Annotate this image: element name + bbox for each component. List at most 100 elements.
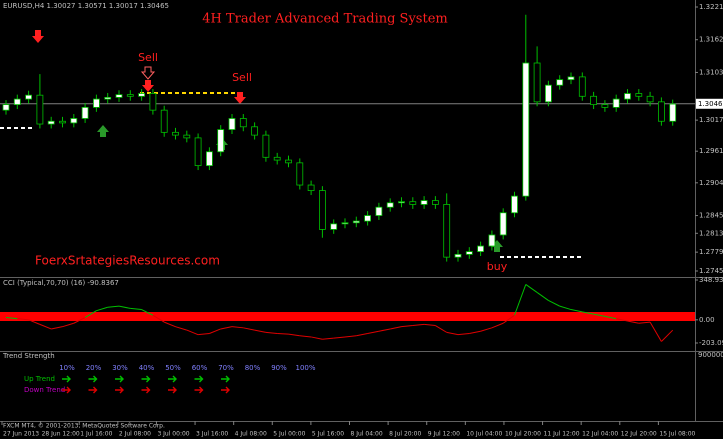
chart-title: 4H Trader Advanced Trading System <box>202 12 447 27</box>
candle-body <box>352 220 360 224</box>
candle-body <box>273 156 281 161</box>
cci-line <box>333 336 346 339</box>
x-tick-label: 3 Jul 16:00 <box>196 431 228 438</box>
candle-body <box>669 103 677 122</box>
cci-line <box>186 329 199 336</box>
candle-body <box>556 79 564 86</box>
cci-line <box>254 329 266 333</box>
trend-arrow <box>62 386 71 394</box>
cci-line <box>96 306 108 312</box>
cci-line <box>265 331 278 335</box>
level-label: 80% <box>245 364 261 372</box>
x-tick-label: 8 Jul 04:00 <box>351 431 383 438</box>
candle-body <box>115 94 123 98</box>
cci-tick-label: -203.0952 <box>699 339 723 347</box>
candle-body <box>364 215 372 222</box>
cci-line <box>604 315 617 320</box>
cci-line <box>491 322 504 329</box>
annotation: Sell <box>232 71 252 84</box>
sell-arrow <box>234 92 246 104</box>
candle-body <box>635 93 643 97</box>
cci-line <box>51 326 63 330</box>
level-label: 10% <box>59 364 75 372</box>
candle-body <box>307 184 315 191</box>
trend-arrow <box>168 375 177 383</box>
cci-line <box>311 336 323 340</box>
candle-body <box>590 95 597 106</box>
y-tick-label: 1.31030 <box>699 68 723 76</box>
level-label: 40% <box>139 364 155 372</box>
candle-body <box>296 162 304 186</box>
cci-line <box>198 333 210 336</box>
candle-body <box>160 109 168 133</box>
candle-body <box>149 93 157 111</box>
cci-line <box>570 309 583 313</box>
y-tick-label: 1.32210 <box>699 3 723 11</box>
cci-band <box>0 312 695 321</box>
x-tick-label: 1 Jul 16:00 <box>80 431 112 438</box>
candle-body <box>431 200 439 205</box>
cci-tick-label: 348.9321 <box>699 276 723 284</box>
candle-body <box>47 120 55 125</box>
cci-line <box>164 321 176 328</box>
x-tick-label: 12 Jul 20:00 <box>621 431 657 438</box>
candle-body <box>454 253 462 258</box>
cci-line <box>209 328 221 334</box>
cci-line <box>435 325 447 333</box>
cci-line <box>390 326 402 330</box>
cci-line <box>378 328 391 332</box>
cci-line <box>107 305 120 308</box>
candle-body <box>183 134 191 139</box>
cci-line <box>277 333 289 335</box>
candle-body <box>228 118 236 130</box>
candle-body <box>386 202 394 208</box>
candle-body <box>239 118 247 128</box>
candle-body <box>126 94 134 97</box>
cci-line <box>39 323 52 330</box>
trend-arrow <box>194 386 204 394</box>
x-tick-label: 12 Jul 04:00 <box>582 431 618 438</box>
candle-body <box>318 190 326 230</box>
annotation: Sell <box>138 51 158 64</box>
trend-arrow <box>194 375 204 383</box>
row-label: Up Trend <box>24 375 55 383</box>
trend-arrow <box>141 386 151 394</box>
trend-title: Trend Strength <box>2 352 55 360</box>
x-tick-label: 3 Jul 00:00 <box>157 431 189 438</box>
cci-line <box>344 335 357 338</box>
current-price-label: 1.30465 <box>698 100 723 108</box>
trend-arrow <box>115 375 124 383</box>
cci-line <box>322 337 334 340</box>
y-tick-label: 1.28130 <box>699 229 723 237</box>
cci-line <box>141 309 154 316</box>
x-tick-label: 5 Jul 16:00 <box>312 431 344 438</box>
x-tick-label: 8 Jul 20:00 <box>389 431 421 438</box>
level-label: 100% <box>295 364 315 372</box>
candle-body <box>601 104 609 108</box>
cci-line <box>536 292 549 301</box>
cci-line <box>5 317 18 320</box>
cci-line <box>548 299 560 307</box>
cci-line <box>649 321 662 342</box>
candle-body <box>488 234 496 247</box>
cci-line <box>525 284 538 293</box>
y-tick-label: 1.31620 <box>699 36 723 44</box>
trend-arrow <box>221 375 230 383</box>
current-price-box <box>696 98 723 109</box>
cci-line <box>559 305 572 311</box>
candle-body <box>172 131 179 136</box>
candle-body <box>205 151 213 167</box>
candle-body <box>13 98 21 106</box>
candle-body <box>578 76 586 97</box>
candle-body <box>545 84 552 103</box>
candle-body <box>81 106 89 119</box>
buy-arrow <box>97 125 109 137</box>
cci-line <box>243 327 255 331</box>
candle-body <box>398 201 405 204</box>
watermark: FoerxSrtategiesResources.com <box>35 254 220 268</box>
trend-arrow <box>88 386 98 394</box>
x-tick-label: 10 Jul 04:00 <box>466 431 502 438</box>
level-label: 30% <box>112 364 128 372</box>
candle-body <box>59 120 66 124</box>
x-tick-label: 27 Jun 2013 <box>3 431 39 438</box>
